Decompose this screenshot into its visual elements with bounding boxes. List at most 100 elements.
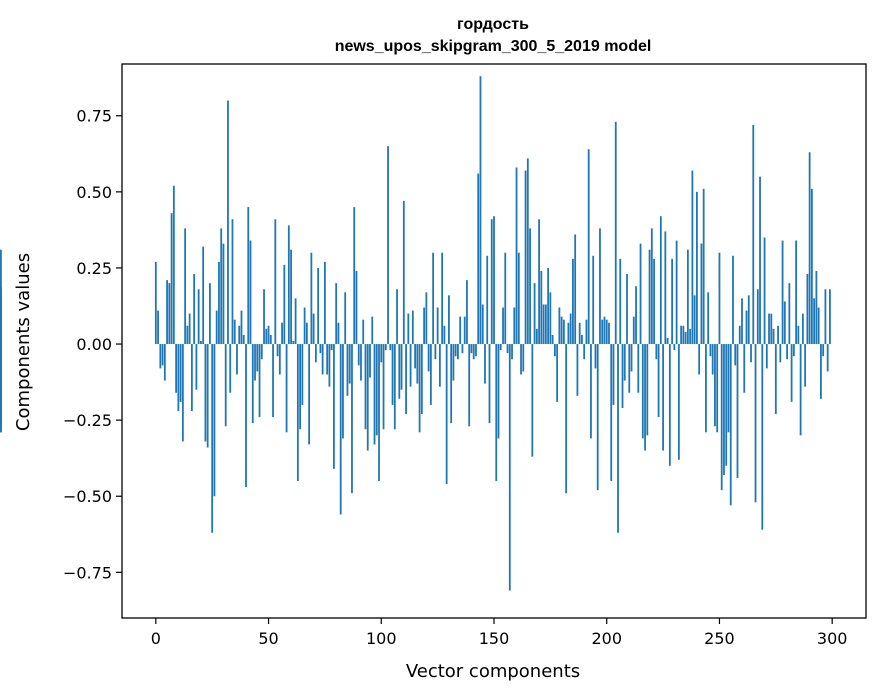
bar bbox=[675, 240, 678, 345]
bar bbox=[466, 280, 468, 345]
bar bbox=[168, 283, 171, 345]
bar bbox=[231, 219, 234, 345]
bar bbox=[292, 341, 295, 345]
bar bbox=[693, 295, 696, 345]
bar bbox=[490, 219, 493, 345]
bar bbox=[763, 237, 766, 345]
bar bbox=[240, 310, 243, 345]
bar bbox=[648, 249, 651, 345]
y-axis-label: Components values bbox=[13, 253, 34, 431]
bar bbox=[366, 344, 369, 451]
bar bbox=[468, 344, 471, 427]
bar bbox=[783, 301, 786, 345]
bar bbox=[346, 344, 349, 396]
bar bbox=[529, 228, 531, 345]
y-tick-label: 0.00 bbox=[76, 335, 112, 354]
bar bbox=[475, 344, 477, 357]
bar bbox=[515, 167, 518, 345]
bar bbox=[601, 319, 604, 345]
bar bbox=[258, 344, 261, 418]
bar bbox=[463, 316, 466, 345]
bar bbox=[416, 344, 419, 384]
bar bbox=[470, 344, 473, 354]
bar bbox=[542, 304, 545, 345]
bar bbox=[398, 344, 401, 399]
bar bbox=[815, 270, 818, 345]
bar bbox=[227, 100, 229, 345]
bar bbox=[256, 344, 259, 372]
bar bbox=[790, 344, 793, 402]
bar bbox=[644, 344, 646, 451]
bar bbox=[233, 319, 236, 345]
bar bbox=[707, 292, 710, 345]
bar bbox=[333, 344, 335, 469]
bar bbox=[617, 344, 619, 533]
bar bbox=[630, 344, 633, 372]
bar bbox=[723, 344, 725, 475]
bar bbox=[544, 304, 547, 345]
bar bbox=[177, 344, 180, 412]
bar bbox=[826, 344, 829, 372]
bar bbox=[391, 344, 394, 405]
bar bbox=[224, 344, 227, 427]
bar bbox=[553, 344, 556, 357]
bar bbox=[664, 231, 667, 345]
bar bbox=[705, 344, 707, 433]
bar bbox=[587, 149, 590, 345]
bar bbox=[326, 344, 329, 375]
bar bbox=[628, 344, 631, 393]
bar bbox=[382, 344, 385, 430]
bar bbox=[409, 344, 412, 387]
bar bbox=[626, 274, 628, 345]
bar bbox=[452, 344, 455, 381]
bar bbox=[506, 344, 509, 354]
bar bbox=[427, 344, 430, 372]
bar bbox=[188, 313, 191, 345]
bar bbox=[572, 258, 574, 345]
bar bbox=[324, 261, 326, 345]
bar bbox=[220, 228, 223, 345]
bar bbox=[610, 344, 613, 482]
x-tick-label: 150 bbox=[479, 629, 510, 648]
bar bbox=[549, 292, 552, 345]
bar bbox=[774, 344, 777, 415]
bar bbox=[592, 255, 595, 345]
bar bbox=[402, 200, 405, 345]
bar bbox=[161, 344, 164, 366]
bar bbox=[635, 286, 637, 345]
bar bbox=[310, 252, 313, 345]
bar bbox=[738, 325, 741, 345]
bar bbox=[727, 344, 730, 433]
bar bbox=[281, 322, 283, 345]
bar bbox=[166, 280, 168, 345]
bar bbox=[303, 307, 306, 345]
bar bbox=[484, 344, 486, 384]
bar bbox=[714, 344, 716, 427]
bar bbox=[287, 225, 290, 345]
x-tick-label: 200 bbox=[591, 629, 622, 648]
bar bbox=[772, 328, 775, 345]
bar bbox=[646, 344, 649, 436]
bar bbox=[369, 344, 371, 378]
bar bbox=[686, 249, 689, 345]
bar bbox=[756, 289, 759, 345]
bar bbox=[308, 344, 311, 445]
bar bbox=[423, 307, 426, 345]
bar bbox=[267, 325, 270, 345]
bar bbox=[560, 316, 563, 345]
bar bbox=[720, 344, 723, 491]
bar bbox=[479, 76, 482, 345]
bar bbox=[245, 344, 247, 488]
bar bbox=[170, 213, 173, 345]
y-tick-label: −0.75 bbox=[63, 563, 112, 582]
bar bbox=[511, 344, 513, 360]
bar bbox=[495, 344, 498, 482]
bar bbox=[206, 344, 209, 448]
bar bbox=[448, 295, 450, 345]
bar bbox=[305, 322, 308, 345]
bar bbox=[741, 298, 743, 345]
bar bbox=[736, 344, 739, 478]
bar bbox=[380, 344, 383, 363]
bar bbox=[186, 325, 189, 345]
bar bbox=[700, 243, 703, 345]
